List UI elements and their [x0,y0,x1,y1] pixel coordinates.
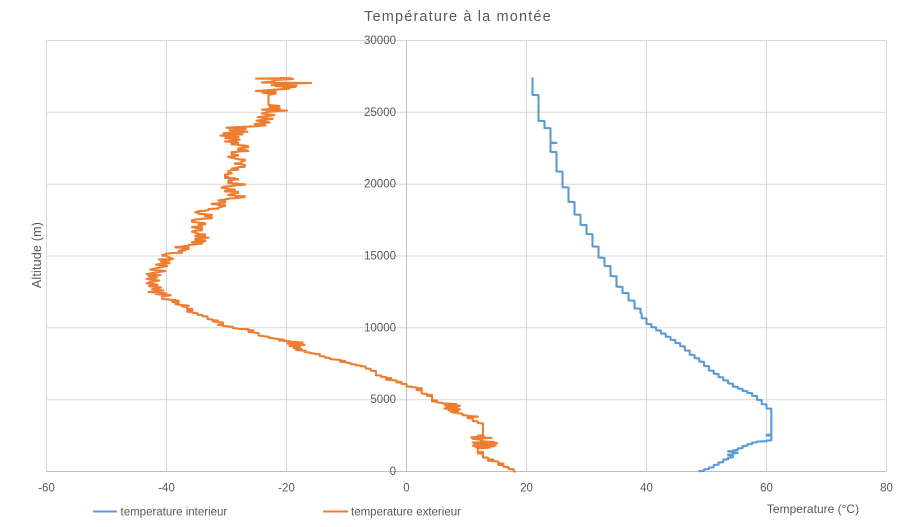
svg-text:0: 0 [390,466,396,478]
svg-text:Temperature (°C): Temperature (°C) [767,502,859,516]
svg-text:20000: 20000 [364,179,396,191]
svg-text:10000: 10000 [364,322,396,334]
svg-text:25000: 25000 [364,107,396,119]
svg-text:-60: -60 [38,483,55,495]
svg-text:80: 80 [880,483,893,495]
svg-text:15000: 15000 [364,251,396,263]
svg-text:40: 40 [640,483,653,495]
svg-text:0: 0 [403,483,409,495]
svg-text:Altitude (m): Altitude (m) [30,222,44,288]
svg-text:temperature exterieur: temperature exterieur [351,507,461,519]
svg-text:20: 20 [520,483,533,495]
svg-text:Température à la montée: Température à la montée [364,9,552,25]
svg-text:temperature interieur: temperature interieur [121,507,228,519]
svg-text:-40: -40 [158,483,175,495]
svg-text:5000: 5000 [370,394,396,406]
svg-text:60: 60 [760,483,773,495]
svg-text:30000: 30000 [364,35,396,47]
svg-text:-20: -20 [278,483,295,495]
